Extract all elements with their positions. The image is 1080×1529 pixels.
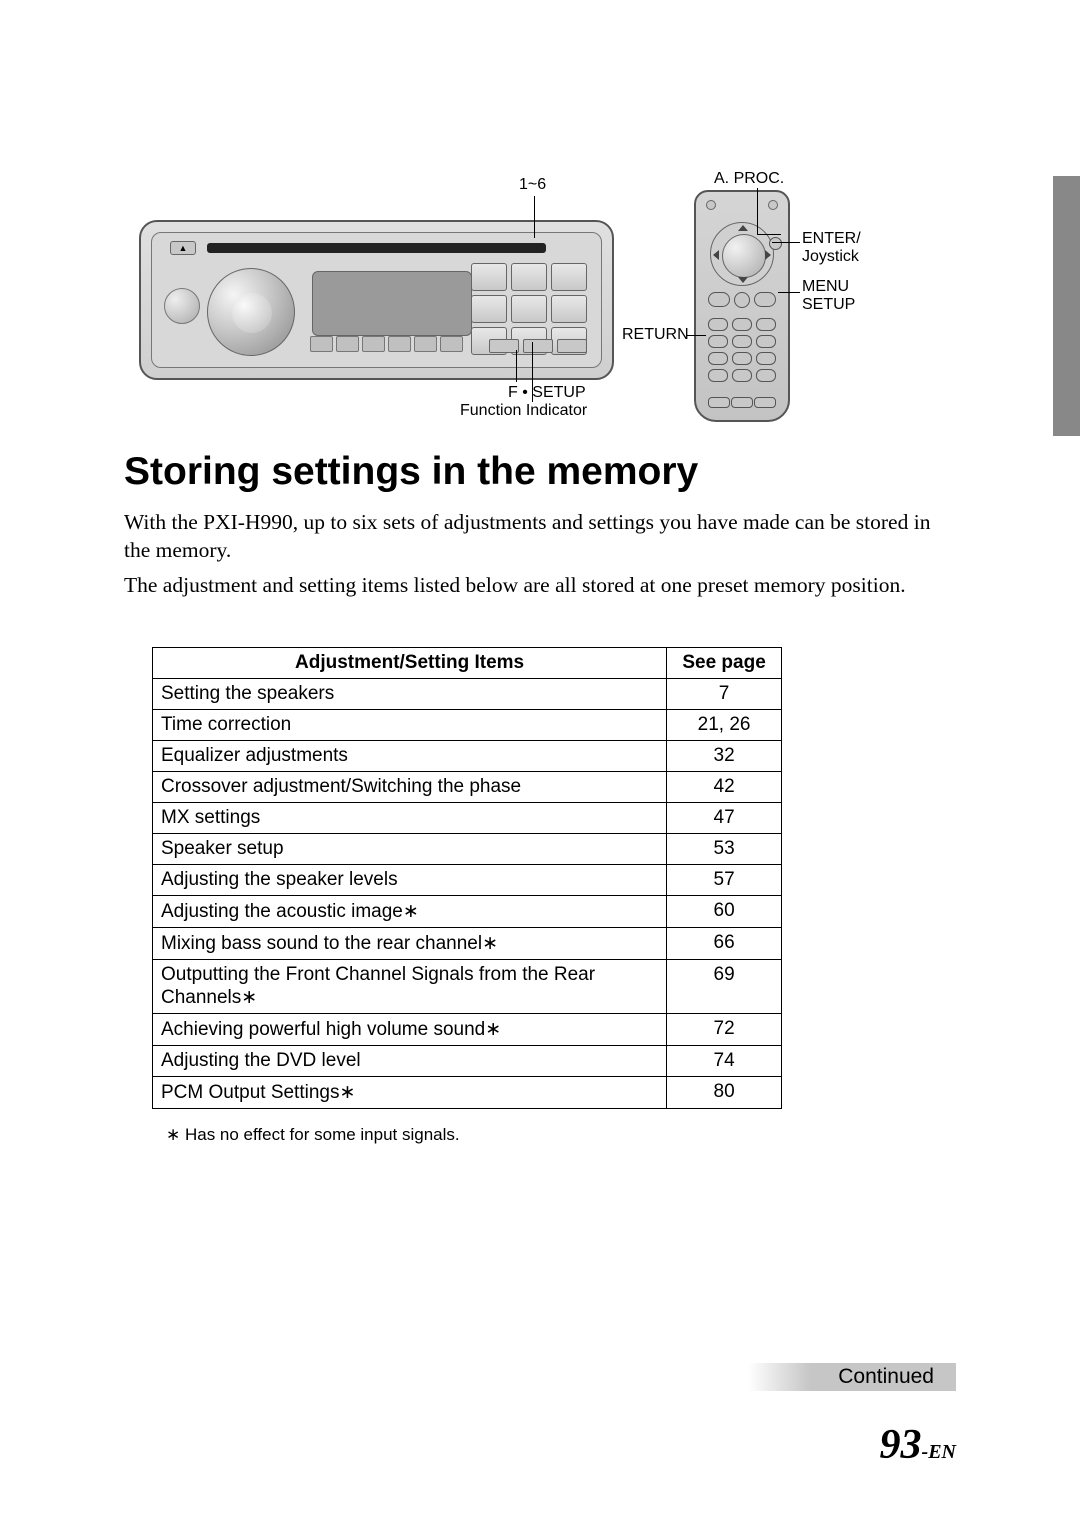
cell-item: Setting the speakers <box>153 679 667 710</box>
device-diagram: ▲ <box>124 170 956 430</box>
cell-item: Achieving powerful high volume sound∗ <box>153 1014 667 1046</box>
cell-page: 21, 26 <box>667 710 782 741</box>
cell-page: 72 <box>667 1014 782 1046</box>
intro-para-2: The adjustment and setting items listed … <box>124 571 956 599</box>
head-unit-illustration: ▲ <box>139 220 614 380</box>
cell-page: 53 <box>667 834 782 865</box>
cell-page: 74 <box>667 1046 782 1077</box>
cell-item: Adjusting the acoustic image∗ <box>153 896 667 928</box>
table-row: Speaker setup53 <box>153 834 782 865</box>
cell-page: 32 <box>667 741 782 772</box>
cell-item: Outputting the Front Channel Signals fro… <box>153 960 667 1014</box>
table-row: Adjusting the DVD level74 <box>153 1046 782 1077</box>
cell-page: 42 <box>667 772 782 803</box>
cell-item: Crossover adjustment/Switching the phase <box>153 772 667 803</box>
side-tab <box>1053 176 1080 436</box>
page-number: 93-EN <box>880 1421 956 1469</box>
cell-page: 66 <box>667 928 782 960</box>
table-row: Adjusting the speaker levels57 <box>153 865 782 896</box>
cell-page: 7 <box>667 679 782 710</box>
table-row: PCM Output Settings∗80 <box>153 1077 782 1109</box>
table-row: Setting the speakers7 <box>153 679 782 710</box>
table-row: Crossover adjustment/Switching the phase… <box>153 772 782 803</box>
table-row: Mixing bass sound to the rear channel∗66 <box>153 928 782 960</box>
page-heading: Storing settings in the memory <box>124 450 956 494</box>
cell-page: 60 <box>667 896 782 928</box>
cell-item: Adjusting the DVD level <box>153 1046 667 1077</box>
callout-funcind: Function Indicator <box>460 402 587 420</box>
callout-enter: ENTER/ <box>802 230 861 248</box>
th-items: Adjustment/Setting Items <box>153 648 667 679</box>
footnote: ∗ Has no effect for some input signals. <box>166 1125 956 1145</box>
cell-page: 57 <box>667 865 782 896</box>
callout-joystick: Joystick <box>802 248 859 266</box>
cell-item: Time correction <box>153 710 667 741</box>
cell-item: Mixing bass sound to the rear channel∗ <box>153 928 667 960</box>
cell-item: Equalizer adjustments <box>153 741 667 772</box>
table-row: Achieving powerful high volume sound∗72 <box>153 1014 782 1046</box>
cell-item: MX settings <box>153 803 667 834</box>
intro-para-1: With the PXI-H990, up to six sets of adj… <box>124 508 956 565</box>
settings-table: Adjustment/Setting Items See page Settin… <box>152 647 782 1109</box>
cell-page: 47 <box>667 803 782 834</box>
table-row: Outputting the Front Channel Signals fro… <box>153 960 782 1014</box>
callout-setup: SETUP <box>802 296 855 314</box>
cell-page: 69 <box>667 960 782 1014</box>
table-row: MX settings47 <box>153 803 782 834</box>
table-row: Adjusting the acoustic image∗60 <box>153 896 782 928</box>
callout-return: RETURN <box>622 326 689 344</box>
continued-label: Continued <box>748 1363 956 1391</box>
cell-item: Adjusting the speaker levels <box>153 865 667 896</box>
callout-presets: 1~6 <box>519 176 546 194</box>
table-row: Equalizer adjustments32 <box>153 741 782 772</box>
callout-aproc: A. PROC. <box>714 170 784 188</box>
page-number-num: 93 <box>880 1422 922 1468</box>
remote-illustration <box>694 190 790 422</box>
page-content: ▲ <box>0 0 1080 1145</box>
table-row: Time correction21, 26 <box>153 710 782 741</box>
th-page: See page <box>667 648 782 679</box>
cell-page: 80 <box>667 1077 782 1109</box>
callout-fsetup: F • SETUP <box>508 384 586 402</box>
page-number-suffix: -EN <box>922 1441 956 1463</box>
cell-item: Speaker setup <box>153 834 667 865</box>
cell-item: PCM Output Settings∗ <box>153 1077 667 1109</box>
callout-menu: MENU <box>802 278 849 296</box>
